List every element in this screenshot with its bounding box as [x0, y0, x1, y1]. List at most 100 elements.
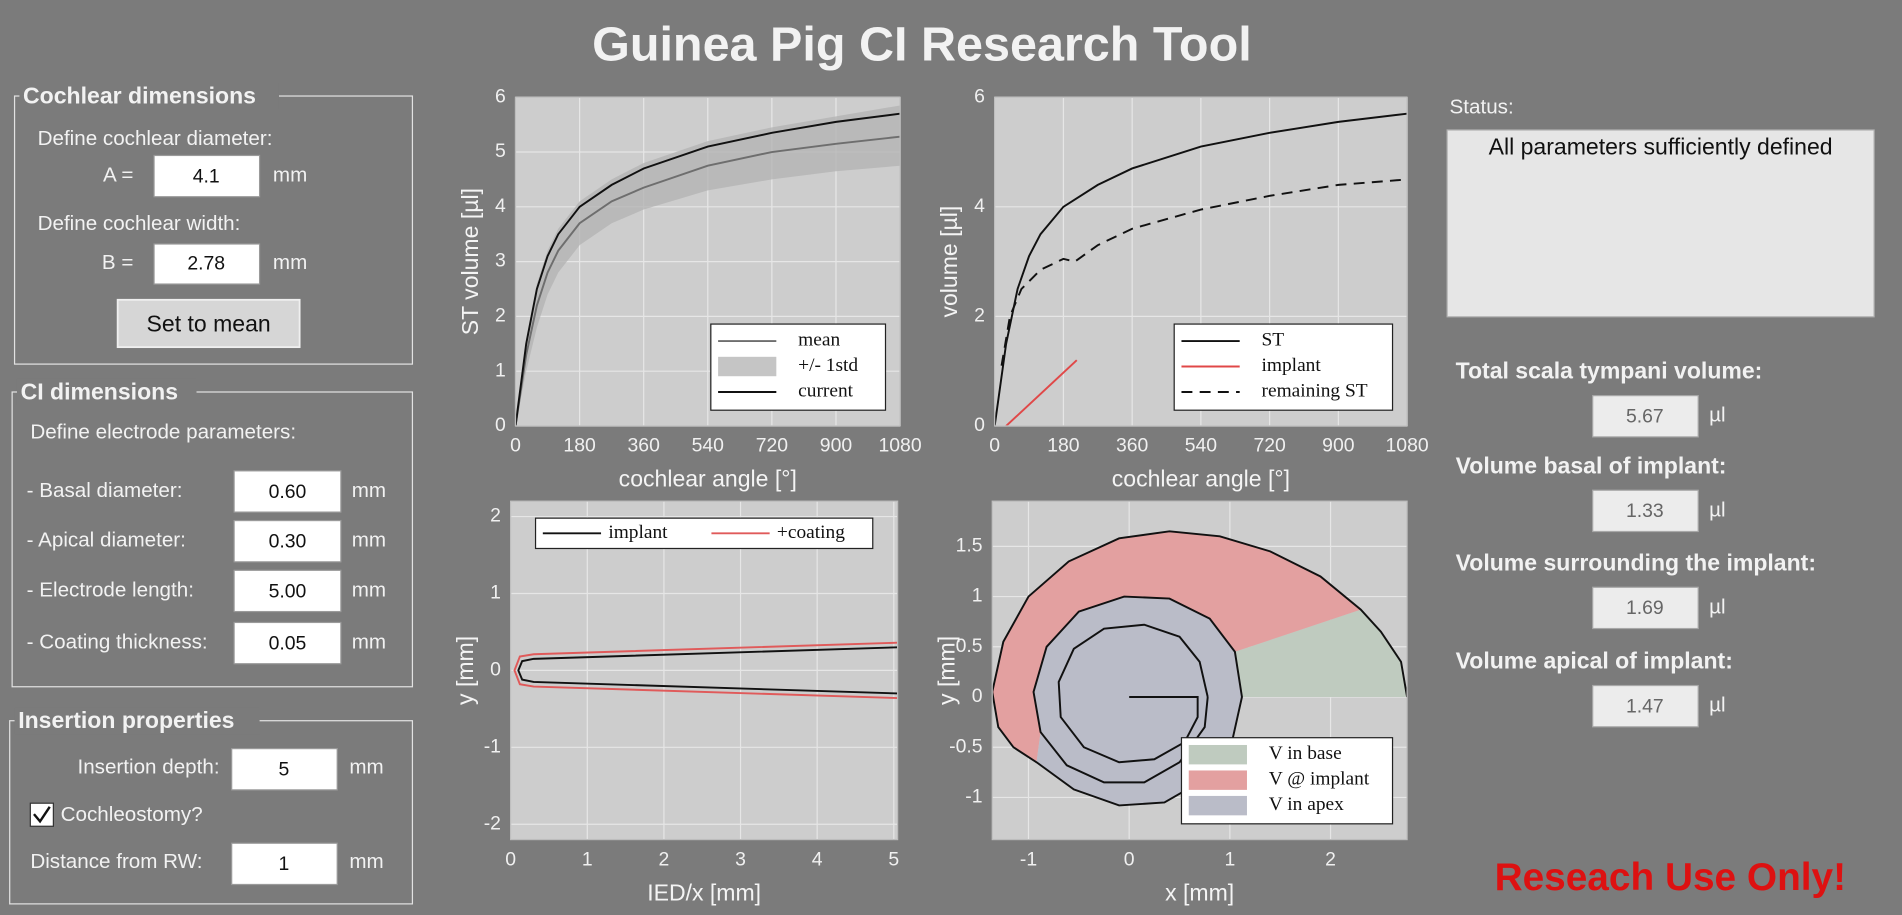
x-tick-label: 3 [735, 848, 746, 870]
legend-label: remaining ST [1262, 380, 1368, 401]
result-value: 1.69 [1626, 597, 1664, 619]
y-tick-label: 6 [495, 85, 506, 107]
checkbox-label[interactable]: Cochleostomy? [61, 803, 203, 826]
result-value: 1.33 [1626, 500, 1664, 522]
input-text[interactable]: 0.60 [269, 481, 307, 503]
y-tick-label: -0.5 [949, 735, 982, 757]
legend-swatch [718, 356, 777, 377]
y-tick-label: 0 [490, 659, 501, 681]
unit: mm [352, 529, 386, 552]
plot-content [992, 530, 1408, 807]
label: A = [103, 164, 133, 187]
legend-label: V @ implant [1269, 769, 1370, 790]
line [994, 112, 1408, 426]
y-tick-label: -2 [484, 812, 501, 834]
line [513, 641, 898, 700]
result-label: Total scala tympani volume: [1456, 358, 1763, 384]
outline [992, 530, 1408, 807]
outline [1057, 623, 1209, 764]
unit: µl [1709, 595, 1725, 618]
legend-label: V in apex [1269, 794, 1344, 815]
input-b[interactable] [153, 243, 261, 285]
y-tick-label: 0 [972, 685, 983, 707]
panel-title-bg [16, 378, 197, 406]
legend-label: implant [1262, 355, 1322, 376]
y-tick-label: -1 [484, 735, 501, 757]
panel-title: Cochlear dimensions [23, 82, 256, 108]
legend-swatch [1188, 795, 1247, 816]
result-value: 1.47 [1626, 696, 1664, 718]
legend-label: V in base [1269, 743, 1342, 764]
input-text[interactable]: 4.1 [193, 165, 220, 187]
plot-content [515, 105, 901, 426]
legend-label: ST [1262, 330, 1285, 351]
input-text[interactable]: 0.30 [269, 531, 307, 553]
legend-swatch [1188, 744, 1247, 765]
result-box [1592, 489, 1699, 533]
unit: mm [352, 479, 386, 502]
label: Distance from RW: [30, 850, 202, 873]
x-tick-label: -1 [1020, 848, 1037, 870]
input-text[interactable]: 5 [278, 759, 289, 781]
y-tick-label: 5 [495, 140, 506, 162]
label: - Apical diameter: [27, 529, 186, 552]
region [1234, 609, 1408, 697]
x-tick-label: 0 [505, 848, 516, 870]
x-tick-label: 540 [1185, 435, 1218, 457]
result-label: Volume surrounding the implant: [1456, 549, 1816, 575]
label: - Basal diameter: [27, 479, 183, 502]
input[interactable] [233, 569, 342, 613]
input-distance[interactable] [231, 842, 338, 886]
field-list: - Basal diameter: 0.60 mm - Apical diameter… [27, 470, 386, 665]
legend-label: current [798, 380, 854, 401]
x-tick-label: 720 [756, 435, 789, 457]
x-tick-label: 1 [582, 848, 593, 870]
panel-title-bg [14, 707, 260, 735]
input[interactable] [233, 519, 342, 563]
panel-title-bg [19, 82, 279, 110]
input[interactable] [233, 621, 342, 665]
unit: mm [352, 631, 386, 654]
footer-warning: Reseach Use Only! [1495, 856, 1846, 899]
y-axis-label: y [mm] [452, 636, 478, 705]
line [517, 646, 898, 695]
input-text[interactable]: 1 [278, 853, 289, 875]
legend-label: mean [798, 330, 840, 351]
y-tick-label: 4 [974, 195, 985, 217]
unit: mm [349, 755, 383, 778]
input-a[interactable] [153, 154, 261, 198]
y-tick-label: 6 [974, 85, 985, 107]
x-tick-label: 1080 [1386, 435, 1429, 457]
chart: 0 180 360 540 720 900 1080 0 1 2 3 4 5 6 cochlear angl… [457, 85, 922, 491]
plot-content [513, 641, 898, 700]
button[interactable] [116, 298, 301, 349]
legend-label: +/- 1std [798, 355, 858, 376]
input-text[interactable]: 0.05 [269, 632, 307, 654]
plot-frame [514, 96, 901, 427]
button-label[interactable]: Set to mean [147, 310, 271, 336]
result-label: Volume basal of implant: [1456, 452, 1727, 478]
plot-content [994, 112, 1408, 426]
x-tick-label: 4 [812, 848, 823, 870]
result-label: Volume apical of implant: [1456, 648, 1733, 674]
unit: mm [352, 578, 386, 601]
x-tick-label: 0 [510, 435, 521, 457]
x-tick-label: 1 [1224, 848, 1235, 870]
line [1000, 178, 1408, 366]
label: B = [102, 251, 134, 274]
x-tick-label: 360 [628, 435, 661, 457]
input-text[interactable]: 2.78 [187, 253, 225, 275]
input[interactable] [233, 470, 342, 513]
x-tick-label: 0 [989, 435, 1000, 457]
x-axis-label: x [mm] [1165, 879, 1234, 905]
y-tick-label: 0 [495, 414, 506, 436]
legend-label: implant [608, 522, 668, 543]
x-tick-label: 900 [820, 435, 853, 457]
x-tick-label: 1080 [878, 435, 921, 457]
plot-frame [991, 500, 1408, 841]
status-label: Status: [1450, 96, 1514, 119]
checkmark [33, 806, 51, 824]
input-text[interactable]: 5.00 [269, 580, 307, 602]
input-depth[interactable] [231, 748, 338, 791]
